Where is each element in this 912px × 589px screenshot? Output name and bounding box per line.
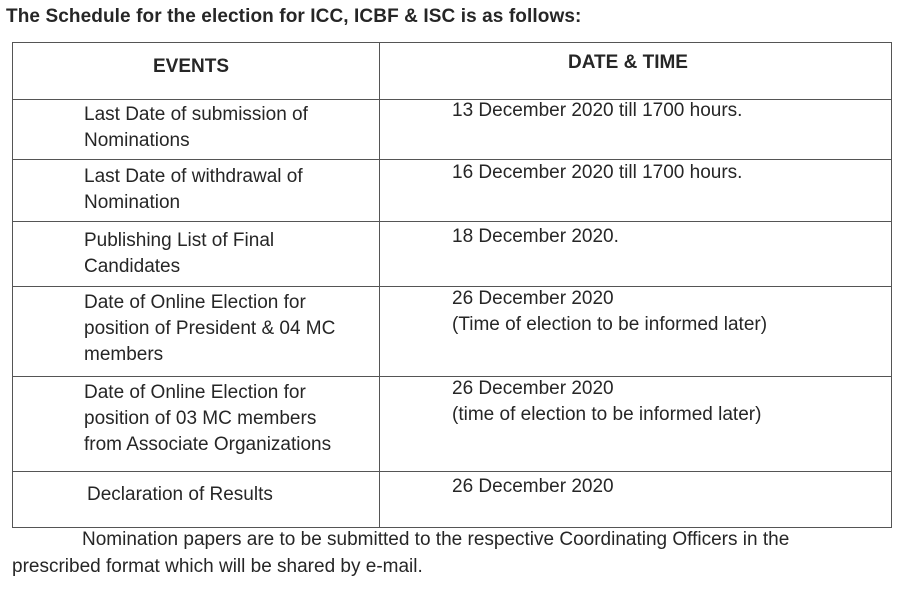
event-cell: Date of Online Election for position of P… <box>84 290 335 368</box>
row-divider <box>13 471 891 472</box>
column-divider <box>379 43 380 527</box>
schedule-table: EVENTS DATE & TIME <box>12 42 892 528</box>
footer-line: Nomination papers are to be submitted to… <box>82 529 790 550</box>
event-text: Date of Online Election for <box>84 292 306 313</box>
date-cell: 26 December 2020 (Time of election to be … <box>452 286 767 338</box>
event-text: members <box>84 344 164 365</box>
date-cell: 26 December 2020 (time of election to be … <box>452 376 761 428</box>
event-text: Last Date of submission of <box>84 104 308 125</box>
date-cell: 26 December 2020 <box>452 474 614 500</box>
event-text: position of 03 MC members <box>84 408 317 429</box>
event-cell: Publishing List of Final Candidates <box>84 228 274 280</box>
row-divider <box>13 221 891 222</box>
date-text: (time of election to be informed later) <box>452 404 762 425</box>
event-text: Date of Online Election for <box>84 382 306 403</box>
row-divider <box>13 286 891 287</box>
row-divider <box>13 159 891 160</box>
header-date-time: DATE & TIME <box>568 52 688 73</box>
row-divider <box>13 99 891 100</box>
event-text: Publishing List of Final <box>84 230 275 251</box>
event-text: Nomination <box>84 192 181 213</box>
document-title: The Schedule for the election for ICC, I… <box>6 6 582 27</box>
event-text: Last Date of withdrawal of <box>84 166 303 187</box>
event-text: Nominations <box>84 130 190 151</box>
date-text: 26 December 2020 <box>452 378 614 399</box>
date-text: 18 December 2020. <box>452 226 619 247</box>
date-text: 26 December 2020 <box>452 288 614 309</box>
row-divider <box>13 376 891 377</box>
date-cell: 18 December 2020. <box>452 224 619 250</box>
event-cell: Date of Online Election for position of 0… <box>84 380 331 458</box>
date-cell: 16 December 2020 till 1700 hours. <box>452 160 742 186</box>
date-cell: 13 December 2020 till 1700 hours. <box>452 98 742 124</box>
date-text: (Time of election to be informed later) <box>452 314 768 335</box>
event-cell: Last Date of withdrawal of Nomination <box>84 164 303 216</box>
event-text: Candidates <box>84 256 181 277</box>
event-cell: Declaration of Results <box>87 482 273 508</box>
date-text: 13 December 2020 till 1700 hours. <box>452 100 743 121</box>
event-text: position of President & 04 MC <box>84 318 336 339</box>
date-text: 26 December 2020 <box>452 476 614 497</box>
date-text: 16 December 2020 till 1700 hours. <box>452 162 743 183</box>
event-text: from Associate Organizations <box>84 434 332 455</box>
event-cell: Last Date of submission of Nominations <box>84 102 308 154</box>
footer-line: prescribed format which will be shared b… <box>12 556 423 577</box>
footer-note: Nomination papers are to be submitted to… <box>12 526 892 580</box>
event-text: Declaration of Results <box>87 484 273 505</box>
header-events: EVENTS <box>153 56 230 77</box>
